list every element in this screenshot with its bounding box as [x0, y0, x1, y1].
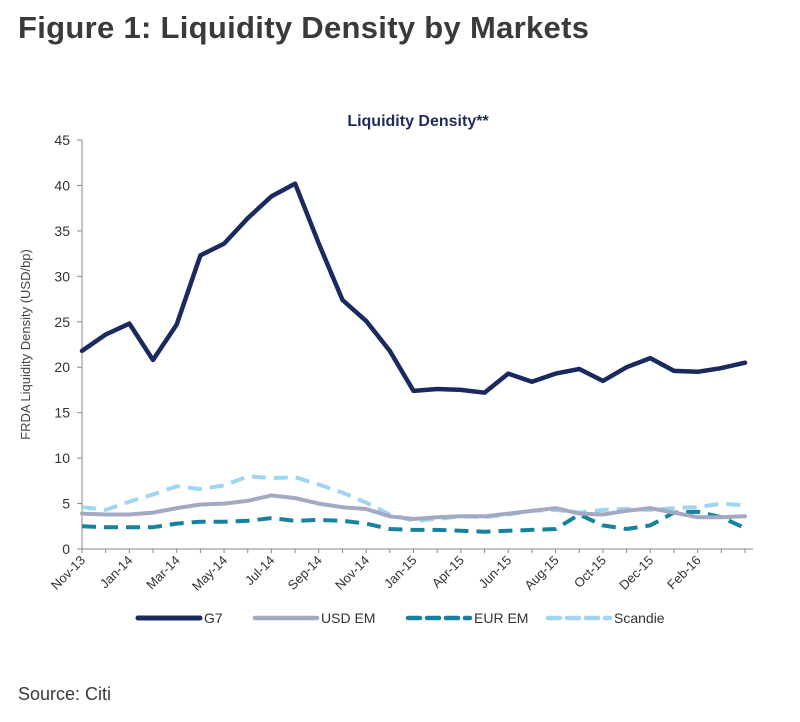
x-tick-label: Oct-15: [571, 553, 609, 591]
x-tick-label: Apr-15: [429, 553, 467, 591]
y-tick-label: 25: [54, 314, 70, 330]
x-tick-label: Dec-15: [616, 553, 656, 593]
y-ticks: 0 5 10 15 20 25 30 35 40 45: [54, 132, 82, 557]
chart-title: Liquidity Density**: [347, 113, 489, 130]
legend-label-usd-em: USD EM: [321, 610, 375, 626]
x-tick-label: Jul-14: [242, 553, 278, 589]
x-tick-label: Jun-15: [476, 553, 515, 592]
x-tick-label: Aug-15: [521, 553, 561, 593]
y-tick-label: 10: [54, 450, 70, 466]
y-tick-label: 40: [54, 177, 70, 193]
y-tick-label: 45: [54, 132, 70, 148]
y-tick-label: 5: [62, 496, 70, 512]
x-tick-label: Jan-14: [97, 553, 136, 592]
legend-label-scandie: Scandie: [614, 610, 665, 626]
figure-title: Figure 1: Liquidity Density by Markets: [18, 10, 590, 45]
series-line-usd-em: [80, 493, 747, 521]
x-tick-label: Jan-15: [381, 553, 420, 592]
legend-label-g7: G7: [204, 610, 223, 626]
y-tick-label: 0: [62, 541, 70, 557]
y-tick-label: 15: [54, 405, 70, 421]
series-lines: [79, 181, 748, 534]
y-tick-label: 30: [54, 268, 70, 284]
series-line-scandie: [81, 474, 746, 523]
liquidity-density-chart: Liquidity Density** FRDA Liquidity Densi…: [18, 113, 753, 626]
x-tick-label: Feb-16: [664, 553, 704, 593]
legend: G7 USD EM EUR EM Scandie: [135, 610, 665, 626]
x-tick-label: Nov-13: [48, 553, 88, 593]
x-tick-label: Mar-14: [143, 553, 183, 593]
x-tick-label: Nov-14: [332, 553, 372, 593]
y-tick-label: 35: [54, 223, 70, 239]
x-ticks: Nov-13 Jan-14 Mar-14 May-14 Jul-14 Sep-14 Nov-…: [48, 549, 746, 594]
y-tick-label: 20: [54, 359, 70, 375]
y-axis-label: FRDA Liquidity Density (USD/bp): [18, 249, 33, 440]
legend-label-eur-em: EUR EM: [474, 610, 528, 626]
x-tick-label: Sep-14: [285, 553, 325, 593]
series-line-eur-em: [81, 509, 746, 534]
source-note: Source: Citi: [18, 684, 112, 704]
series-line-g7: [79, 181, 748, 395]
x-tick-label: May-14: [189, 553, 230, 594]
